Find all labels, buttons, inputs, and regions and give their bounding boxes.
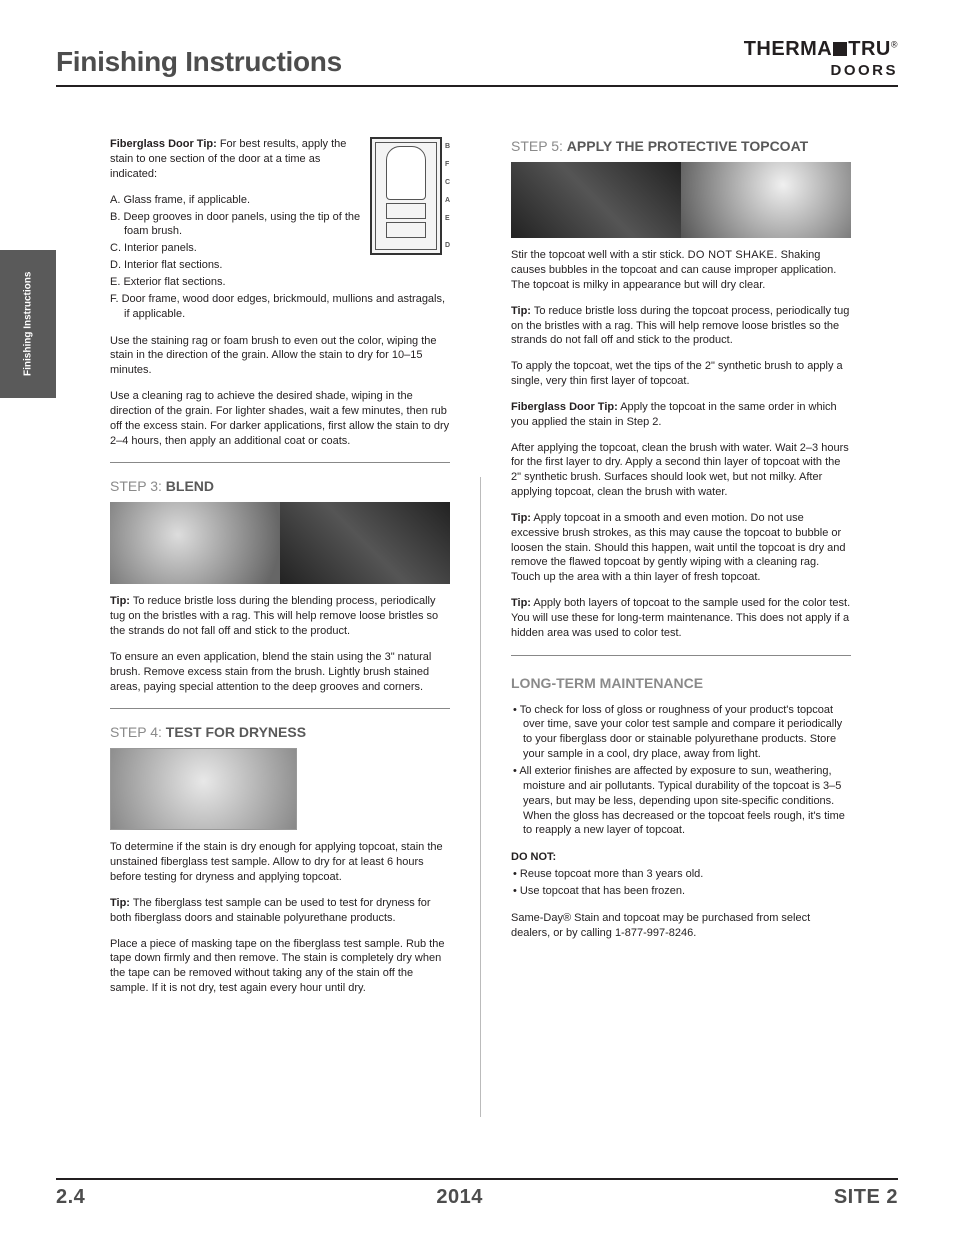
diagram-label: F	[445, 160, 450, 169]
body-text: Use the staining rag or foam brush to ev…	[110, 334, 450, 379]
logo-block-icon	[833, 42, 847, 56]
step-5-tip-2: Tip: Apply topcoat in a smooth and even …	[511, 511, 851, 585]
diagram-label: D	[445, 241, 450, 250]
body-text: Place a piece of masking tape on the fib…	[110, 937, 450, 996]
step-3-tip: Tip: To reduce bristle loss during the b…	[110, 594, 450, 639]
body-text: To apply the topcoat, wet the tips of th…	[511, 359, 851, 389]
side-tab: Finishing Instructions	[0, 250, 56, 398]
closing-text: Same-Day® Stain and topcoat may be purch…	[511, 911, 851, 941]
step-4-tip: Tip: The fiberglass test sample can be u…	[110, 896, 450, 926]
logo-word-2: TRU	[848, 38, 891, 60]
footer-center: 2014	[436, 1184, 483, 1211]
step-5-heading: STEP 5: APPLY THE PROTECTIVE TOPCOAT	[511, 137, 851, 156]
step-3-image	[110, 502, 450, 584]
list-item: Use topcoat that has been frozen.	[511, 884, 851, 899]
right-column: STEP 5: APPLY THE PROTECTIVE TOPCOAT Sti…	[511, 137, 851, 1117]
body-text: To determine if the stain is dry enough …	[110, 840, 450, 885]
page-title: Finishing Instructions	[56, 43, 342, 81]
ltm-heading: LONG-TERM MAINTENANCE	[511, 674, 851, 693]
footer-right: SITE 2	[834, 1184, 898, 1211]
page-header: Finishing Instructions THERMA TRU® DOORS	[56, 36, 898, 87]
list-item: D. Interior flat sections.	[110, 258, 450, 273]
column-divider	[480, 477, 481, 1117]
list-item: All exterior finishes are affected by ex…	[511, 764, 851, 838]
diagram-label: E	[445, 214, 450, 223]
diagram-label: B	[445, 142, 450, 151]
step-4-heading: STEP 4: TEST FOR DRYNESS	[110, 723, 450, 742]
body-text: After applying the topcoat, clean the br…	[511, 441, 851, 500]
step-4-image	[110, 748, 297, 830]
body-text: Use a cleaning rag to achieve the desire…	[110, 389, 450, 448]
left-column: B F C A E D Fiberglass Door Tip: For bes…	[110, 137, 450, 1117]
section-rule	[110, 462, 450, 463]
footer-left: 2.4	[56, 1184, 85, 1211]
step-5-tip-3: Tip: Apply both layers of topcoat to the…	[511, 596, 851, 641]
step-5-tip-1: Tip: To reduce bristle loss during the t…	[511, 304, 851, 349]
section-rule	[110, 708, 450, 709]
step-5-image	[511, 162, 851, 238]
page-footer: 2.4 2014 SITE 2	[56, 1178, 898, 1211]
logo-registered-icon: ®	[891, 39, 898, 49]
list-item: Reuse topcoat more than 3 years old.	[511, 867, 851, 882]
diagram-label: C	[445, 178, 450, 187]
step-3-heading: STEP 3: BLEND	[110, 477, 450, 496]
do-not-list: Reuse topcoat more than 3 years old. Use…	[511, 867, 851, 899]
diagram-label: A	[445, 196, 450, 205]
body-text: To ensure an even application, blend the…	[110, 650, 450, 695]
list-item: F. Door frame, wood door edges, brickmou…	[110, 292, 450, 322]
body-text: Stir the topcoat well with a stir stick.…	[511, 248, 851, 293]
brand-logo: THERMA TRU® DOORS	[744, 36, 898, 81]
step-5-fiberglass-tip: Fiberglass Door Tip: Apply the topcoat i…	[511, 400, 851, 430]
door-diagram: B F C A E D	[370, 137, 450, 255]
do-not-heading: DO NOT:	[511, 850, 851, 865]
logo-subline: DOORS	[744, 61, 898, 81]
section-rule	[511, 655, 851, 656]
ltm-list: To check for loss of gloss or roughness …	[511, 703, 851, 839]
list-item: E. Exterior flat sections.	[110, 275, 450, 290]
list-item: To check for loss of gloss or roughness …	[511, 703, 851, 762]
logo-word-1: THERMA	[744, 38, 833, 60]
